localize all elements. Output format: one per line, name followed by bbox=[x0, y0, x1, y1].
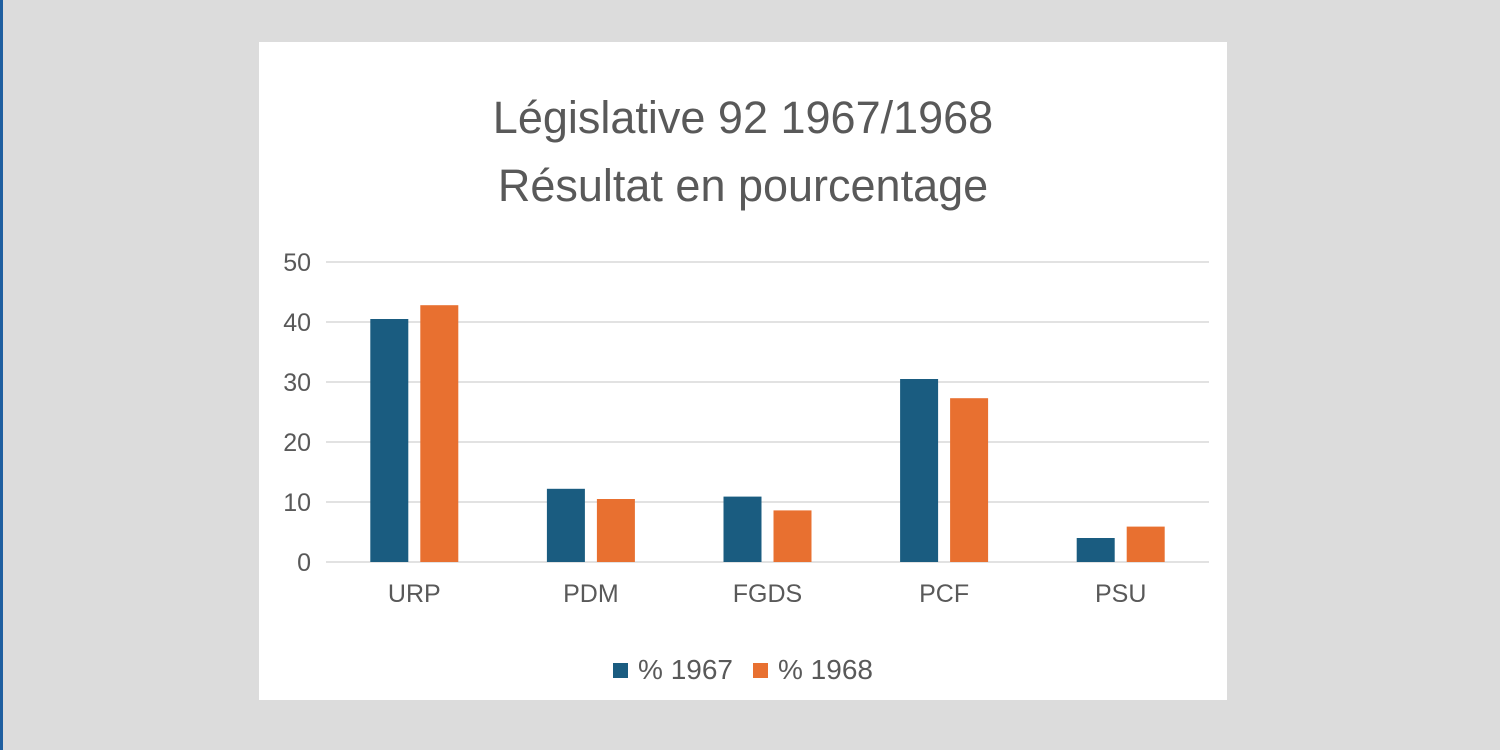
y-tick-label: 40 bbox=[283, 309, 311, 337]
legend-label-1968: % 1968 bbox=[778, 654, 873, 685]
bar-chart: 0 10 20 30 40 50 URP PDM FGDS PCF PSU bbox=[283, 249, 1209, 608]
legend-item-1967: % 1967 bbox=[613, 654, 733, 686]
x-tick-label: PSU bbox=[1095, 580, 1146, 608]
legend-label-1967: % 1967 bbox=[638, 654, 733, 685]
bar-pdm-1968 bbox=[596, 499, 635, 562]
x-tick-label: FGDS bbox=[733, 580, 802, 608]
chart-subtitle: Résultat en pourcentage bbox=[497, 160, 989, 211]
y-tick-label: 0 bbox=[297, 549, 311, 577]
y-tick-label: 30 bbox=[283, 369, 311, 397]
bar-urp-1967 bbox=[370, 319, 409, 562]
chart-card: Législative 92 1967/1968 Résultat en pou… bbox=[259, 42, 1227, 700]
y-tick-label: 50 bbox=[283, 249, 311, 277]
bar-psu-1967 bbox=[1076, 538, 1115, 562]
legend-item-1968: % 1968 bbox=[753, 654, 873, 686]
x-tick-label: PDM bbox=[563, 580, 619, 608]
y-tick-label: 20 bbox=[283, 429, 311, 457]
x-tick-label: PCF bbox=[919, 580, 969, 608]
x-tick-label: URP bbox=[388, 580, 441, 608]
legend-swatch-1967 bbox=[613, 662, 629, 678]
y-tick-label: 10 bbox=[283, 489, 311, 517]
chart-legend: % 1967 % 1968 bbox=[259, 654, 1227, 686]
left-accent-bar bbox=[0, 0, 3, 750]
bar-psu-1968 bbox=[1126, 526, 1165, 562]
bar-urp-1968 bbox=[420, 305, 459, 562]
bar-pdm-1967 bbox=[546, 488, 585, 562]
legend-swatch-1968 bbox=[753, 662, 768, 678]
chart-title: Législative 92 1967/1968 bbox=[492, 92, 994, 143]
bar-pcf-1967 bbox=[900, 379, 939, 562]
bar-pcf-1968 bbox=[950, 398, 989, 562]
bar-fgds-1968 bbox=[773, 510, 812, 562]
bar-fgds-1967 bbox=[723, 496, 762, 562]
